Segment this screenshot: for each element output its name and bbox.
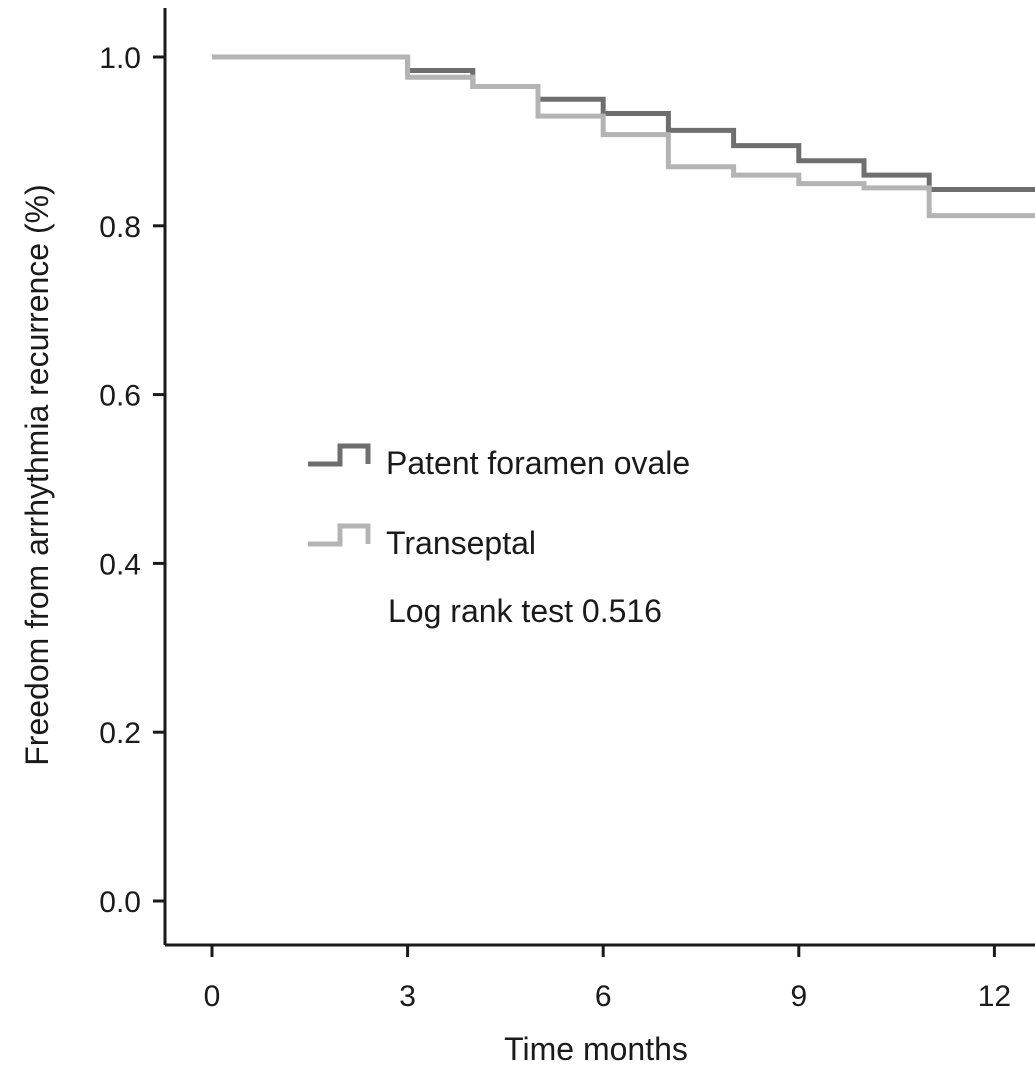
log-rank-annotation: Log rank test 0.516 (388, 593, 662, 629)
y-tick-label: 0.0 (99, 886, 141, 919)
y-tick-label: 0.6 (99, 380, 141, 413)
series-line-1 (212, 54, 1035, 219)
x-tick-label: 12 (978, 980, 1011, 1013)
x-axis-title: Time months (504, 1031, 688, 1067)
y-ticks: 0.0 0.2 0.4 0.6 0.8 1.0 (99, 42, 165, 919)
series-line-0 (212, 54, 1035, 193)
legend-symbol-transeptal (308, 523, 371, 547)
x-tick-label: 9 (790, 980, 807, 1013)
series-layer (212, 54, 1035, 219)
legend-label-pfo: Patent foramen ovale (386, 445, 690, 481)
y-axis-title: Freedom from arrhythmia recurrence (%) (19, 184, 55, 765)
y-tick-label: 0.2 (99, 717, 141, 750)
legend-symbol-pfo (308, 443, 371, 467)
y-tick-label: 1.0 (99, 42, 141, 75)
x-ticks: 0 3 6 9 12 (204, 945, 1011, 1013)
x-tick-label: 6 (595, 980, 612, 1013)
axes-layer (163, 8, 1035, 947)
y-tick-label: 0.4 (99, 548, 141, 581)
x-tick-label: 3 (399, 980, 416, 1013)
x-tick-label: 0 (204, 980, 221, 1013)
legend-label-transeptal: Transeptal (386, 525, 536, 561)
legend: Patent foramen ovale Transeptal Log rank… (308, 443, 690, 629)
y-tick-label: 0.8 (99, 211, 141, 244)
